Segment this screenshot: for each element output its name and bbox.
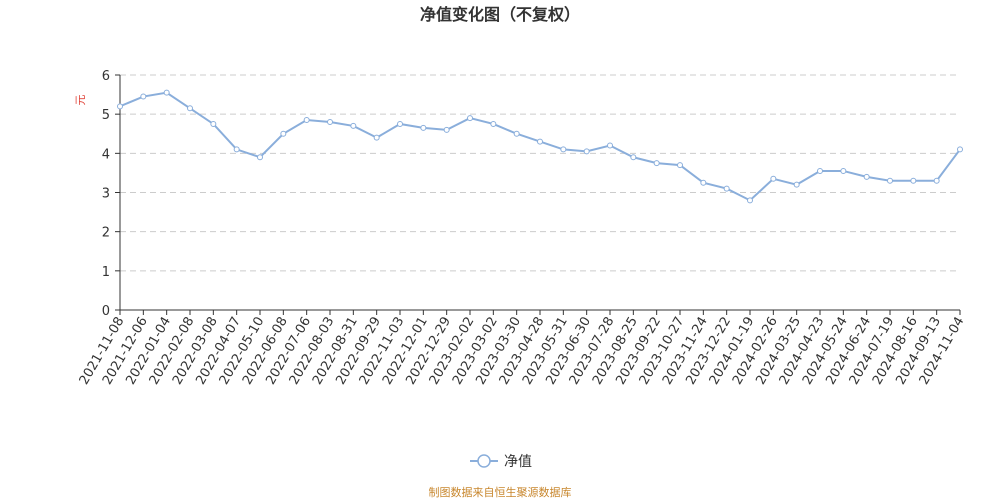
point — [257, 154, 263, 161]
point — [910, 177, 917, 184]
point — [490, 120, 497, 127]
y-tick-label: 0 — [102, 304, 110, 319]
y-tick-label: 4 — [102, 147, 110, 162]
y-tick-label: 5 — [102, 108, 110, 123]
y-axis-label: 元 — [74, 95, 87, 106]
point — [140, 93, 147, 100]
point — [467, 115, 473, 122]
point — [887, 177, 893, 184]
point — [677, 162, 683, 169]
point — [537, 138, 543, 145]
point — [420, 124, 427, 131]
point — [630, 154, 637, 161]
point — [747, 197, 753, 204]
point — [770, 175, 777, 182]
point — [957, 146, 963, 153]
footer: 制图数据来自恒生聚源数据库 — [429, 485, 572, 499]
point — [117, 103, 123, 110]
point — [350, 122, 357, 129]
point — [280, 130, 287, 137]
point — [373, 134, 380, 141]
point — [700, 179, 707, 186]
point — [863, 173, 870, 180]
y-tick-label: 1 — [102, 265, 110, 280]
y-tick-label: 2 — [102, 226, 110, 241]
point — [187, 105, 193, 112]
point — [210, 120, 217, 127]
y-tick-label: 6 — [102, 69, 110, 84]
point — [163, 89, 170, 96]
point — [443, 126, 450, 133]
legend-marker — [477, 454, 491, 468]
point — [817, 167, 823, 174]
point — [303, 117, 310, 124]
point — [607, 142, 613, 149]
series-line — [119, 91, 961, 202]
point — [840, 167, 847, 174]
point — [513, 130, 520, 137]
point — [233, 146, 240, 153]
point — [723, 185, 730, 192]
y-tick-label: 3 — [102, 187, 110, 202]
point — [583, 148, 590, 155]
point — [653, 160, 660, 167]
chart-title: 净值变化图（不复权） — [420, 5, 580, 24]
point — [560, 146, 567, 153]
point — [327, 119, 333, 125]
legend-label: 净值 — [504, 454, 532, 470]
point — [933, 177, 940, 184]
point — [793, 181, 800, 188]
point — [397, 120, 403, 127]
